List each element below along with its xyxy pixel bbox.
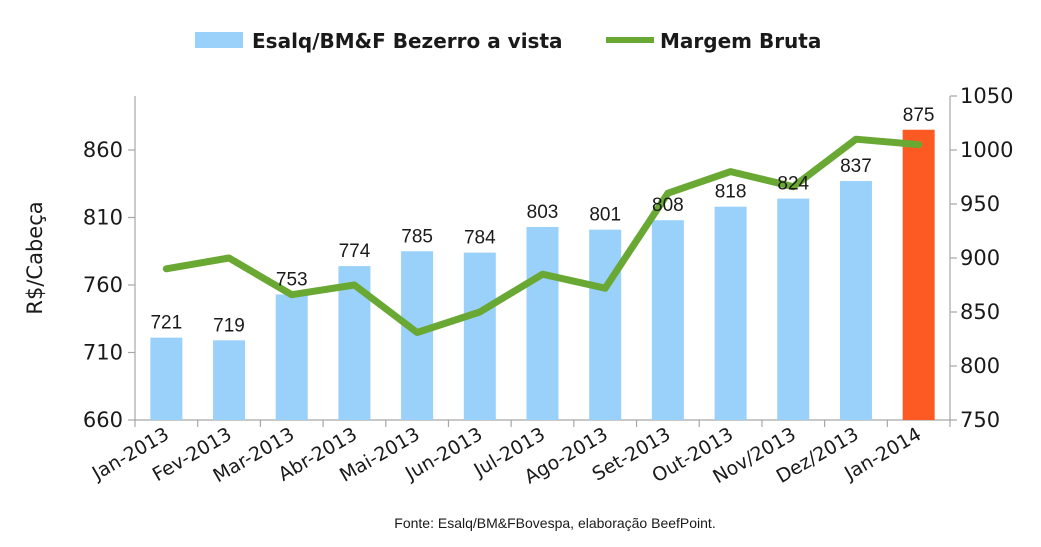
data-label: 824 xyxy=(777,174,809,195)
legend-swatch-bezerro xyxy=(195,32,243,48)
bar-Jan-2013 xyxy=(150,337,183,420)
margem-bruta-point xyxy=(289,292,295,298)
y-tick-label-left: 810 xyxy=(83,206,123,230)
x-axis-ticks: Jan-2013Fev-2013Mar-2013Abr-2013Mai-2013… xyxy=(88,420,951,488)
y-tick-label-right: 750 xyxy=(960,408,1000,432)
source-note: Fonte: Esalq/BM&FBovespa, elaboração Bee… xyxy=(394,515,715,531)
margem-bruta-point xyxy=(414,330,420,336)
data-label: 785 xyxy=(401,226,433,247)
margem-bruta-point xyxy=(163,266,169,272)
data-label: 753 xyxy=(276,269,308,290)
bar-Jan-2014 xyxy=(902,129,935,420)
y-tick-label-left: 760 xyxy=(83,273,123,297)
y-tick-label-right: 1050 xyxy=(960,84,1013,108)
legend-label-bezerro: Esalq/BM&F Bezerro a vista xyxy=(252,29,563,53)
y-tick-label-left: 710 xyxy=(83,341,123,365)
bar-Ago-2013 xyxy=(589,229,622,420)
y-tick-label-right: 950 xyxy=(960,192,1000,216)
data-labels: 721 719 753 774 785 784 803 801 808 818 824 837 875 xyxy=(150,105,934,337)
margem-bruta-point xyxy=(602,285,608,291)
data-label: 784 xyxy=(464,228,496,249)
data-label: 803 xyxy=(527,202,559,223)
y-tick-label-right: 850 xyxy=(960,300,1000,324)
legend: Esalq/BM&F Bezerro a vista Margem Bruta xyxy=(195,29,821,53)
bar-Mar-2013 xyxy=(275,294,308,420)
bar-Out-2013 xyxy=(714,206,747,420)
y-tick-label-left: 860 xyxy=(83,138,123,162)
y-axis-left-ticks: 660 710 760 810 860 xyxy=(83,138,135,432)
bar-series xyxy=(150,129,935,420)
legend-label-margem: Margem Bruta xyxy=(660,29,821,53)
y-tick-label-right: 800 xyxy=(960,354,1000,378)
data-label: 818 xyxy=(715,182,747,203)
y-axis-title: R$/Cabeça xyxy=(23,201,47,314)
bar-Jun-2013 xyxy=(463,252,496,420)
data-label: 719 xyxy=(213,315,245,336)
margem-bruta-point xyxy=(351,282,357,288)
margem-bruta-point xyxy=(916,142,922,148)
margem-bruta-point xyxy=(728,169,734,175)
y-tick-label-right: 1000 xyxy=(960,138,1013,162)
data-label: 801 xyxy=(589,205,621,226)
data-label: 875 xyxy=(903,105,935,126)
margem-bruta-point xyxy=(853,136,859,142)
margem-bruta-point xyxy=(665,190,671,196)
bar-Dez/2013 xyxy=(839,181,872,420)
data-label: 721 xyxy=(150,313,182,334)
line-series xyxy=(162,135,923,336)
y-tick-label-left: 660 xyxy=(83,408,123,432)
margem-bruta-point xyxy=(226,255,232,261)
data-label: 837 xyxy=(840,156,872,177)
bar-Nov/2013 xyxy=(777,198,810,420)
margem-bruta-point xyxy=(790,184,796,190)
margem-bruta-point xyxy=(540,271,545,277)
bar-Fev-2013 xyxy=(213,340,246,420)
data-label: 808 xyxy=(652,195,684,216)
bar-Jul-2013 xyxy=(526,226,559,420)
y-tick-label-right: 900 xyxy=(960,246,1000,270)
bar-Set-2013 xyxy=(651,220,684,420)
margem-bruta-point xyxy=(477,309,483,315)
data-label: 774 xyxy=(339,241,371,262)
y-axis-right-ticks: 750 800 850 900 950 1000 1050 xyxy=(950,84,1013,432)
